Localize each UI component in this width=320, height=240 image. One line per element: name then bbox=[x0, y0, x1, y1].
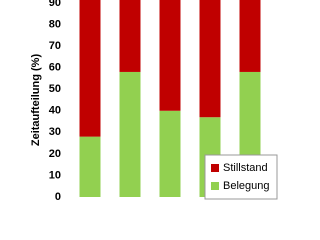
bar-segment bbox=[79, 136, 101, 197]
bar-segment bbox=[159, 0, 181, 111]
y-tick-label: 60 bbox=[49, 62, 61, 74]
y-tick-label: 40 bbox=[49, 105, 61, 117]
chart: Zeitaufteilung (%) 0 10 20 30 40 50 60 70 80 90 St… bbox=[30, 0, 278, 200]
y-tick-label: 20 bbox=[49, 148, 61, 160]
bar-segment bbox=[199, 0, 221, 118]
y-tick-label: 80 bbox=[49, 18, 61, 30]
bar-segment bbox=[119, 0, 141, 72]
legend: Stillstand Belegung bbox=[204, 154, 278, 200]
y-tick-label: 10 bbox=[49, 169, 61, 181]
y-tick-label: 0 bbox=[55, 191, 61, 200]
legend-marker bbox=[211, 164, 219, 172]
bar-segment bbox=[159, 110, 181, 197]
y-tick-label: 30 bbox=[49, 126, 61, 138]
bar-segment bbox=[239, 0, 261, 72]
bar-segment bbox=[79, 0, 101, 137]
bar-segment bbox=[119, 71, 141, 197]
y-axis-label: Zeitaufteilung (%) bbox=[30, 54, 42, 147]
legend-label: Belegung bbox=[223, 180, 270, 192]
legend-label: Stillstand bbox=[223, 162, 268, 174]
legend-marker bbox=[211, 182, 219, 190]
y-tick-label: 70 bbox=[49, 40, 61, 52]
y-tick-label: 90 bbox=[49, 0, 61, 9]
legend-box bbox=[204, 154, 278, 200]
y-tick-label: 50 bbox=[49, 83, 61, 95]
